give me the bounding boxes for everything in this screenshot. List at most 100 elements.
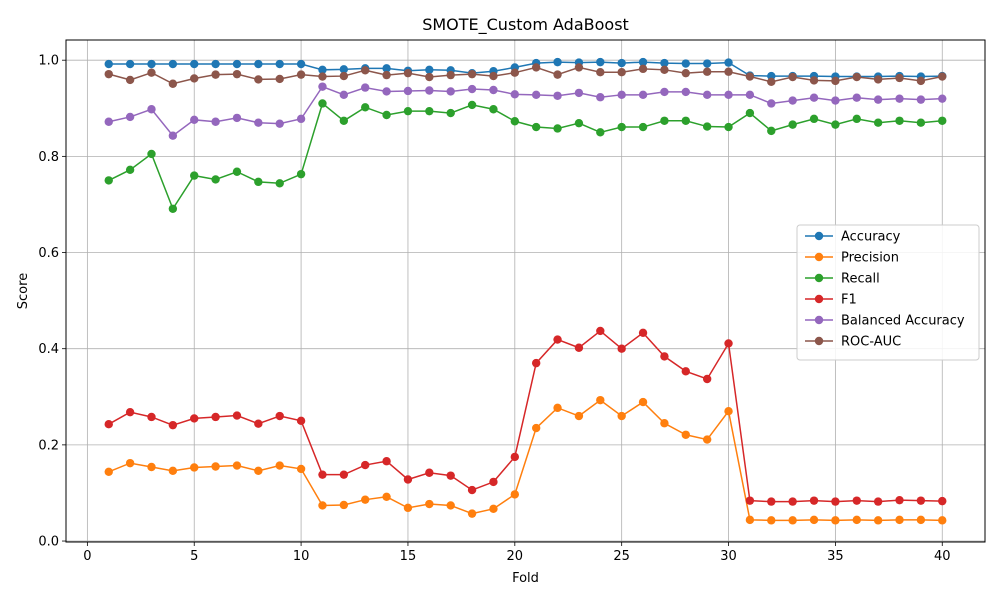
- data-point-recall: [702, 122, 712, 131]
- data-point-balanced-accuracy: [873, 95, 883, 104]
- data-point-recall: [339, 116, 349, 125]
- data-point-f1: [296, 416, 306, 426]
- legend-item-balanced-accuracy: Balanced Accuracy: [805, 314, 965, 329]
- data-point-recall: [467, 100, 477, 110]
- data-point-recall: [147, 149, 156, 159]
- data-point-accuracy: [296, 59, 306, 69]
- data-point-balanced-accuracy: [852, 93, 861, 102]
- data-point-recall: [425, 106, 434, 116]
- data-point-roc-auc: [852, 72, 861, 82]
- data-point-recall: [873, 118, 883, 127]
- data-point-precision: [296, 464, 306, 474]
- series-precision: [104, 395, 947, 525]
- data-point-roc-auc: [745, 72, 755, 81]
- data-point-recall: [895, 116, 904, 125]
- data-point-f1: [831, 497, 840, 506]
- legend-item-f1: F1: [805, 293, 857, 308]
- data-point-precision: [724, 407, 733, 416]
- data-point-precision: [125, 458, 135, 468]
- data-point-accuracy: [147, 59, 156, 69]
- data-point-f1: [745, 496, 755, 505]
- y-tick-label: 0.6: [38, 246, 59, 261]
- data-point-balanced-accuracy: [510, 90, 520, 99]
- data-point-f1: [403, 475, 413, 484]
- data-point-precision: [745, 515, 755, 525]
- data-point-roc-auc: [446, 70, 455, 80]
- x-tick-label: 10: [293, 549, 310, 564]
- data-point-f1: [104, 419, 113, 429]
- data-point-accuracy: [553, 57, 562, 67]
- data-point-precision: [382, 492, 391, 502]
- data-point-roc-auc: [574, 63, 584, 72]
- data-point-precision: [531, 423, 541, 433]
- data-point-f1: [147, 412, 156, 422]
- data-point-recall: [168, 204, 178, 213]
- data-point-recall: [788, 120, 797, 129]
- data-point-f1: [574, 343, 584, 352]
- data-point-recall: [724, 122, 733, 132]
- data-point-recall: [596, 128, 605, 137]
- data-point-roc-auc: [318, 72, 327, 81]
- x-tick-label: 0: [83, 549, 91, 564]
- legend-label: ROC-AUC: [841, 335, 901, 350]
- data-point-accuracy: [232, 59, 242, 69]
- data-point-balanced-accuracy: [489, 85, 498, 95]
- data-point-precision: [467, 509, 477, 518]
- data-point-f1: [510, 452, 520, 462]
- data-point-f1: [702, 374, 712, 384]
- data-point-recall: [767, 126, 776, 136]
- data-point-balanced-accuracy: [232, 113, 242, 123]
- data-point-precision: [788, 516, 797, 525]
- data-point-balanced-accuracy: [724, 90, 733, 100]
- data-point-precision: [190, 463, 199, 472]
- data-point-f1: [617, 344, 626, 353]
- data-point-recall: [489, 105, 498, 114]
- data-point-accuracy: [638, 57, 648, 67]
- data-point-balanced-accuracy: [745, 90, 755, 100]
- data-point-f1: [446, 471, 455, 480]
- data-point-precision: [147, 462, 156, 472]
- data-point-accuracy: [767, 71, 776, 81]
- data-point-precision: [425, 499, 434, 509]
- data-point-f1: [467, 485, 477, 495]
- data-point-roc-auc: [553, 70, 562, 79]
- series-balanced-accuracy: [104, 82, 947, 140]
- data-point-precision: [617, 411, 626, 421]
- y-tick-label: 0.8: [38, 150, 59, 165]
- data-point-balanced-accuracy: [702, 90, 712, 100]
- data-point-balanced-accuracy: [574, 88, 584, 98]
- data-point-accuracy: [339, 65, 349, 74]
- data-point-precision: [809, 515, 819, 525]
- data-point-balanced-accuracy: [938, 94, 947, 103]
- data-point-recall: [232, 167, 242, 176]
- data-point-roc-auc: [895, 73, 904, 83]
- data-point-accuracy: [125, 59, 135, 69]
- data-point-accuracy: [425, 65, 434, 75]
- data-point-precision: [895, 515, 904, 525]
- legend-item-precision: Precision: [805, 251, 899, 266]
- legend-swatch-marker: [814, 315, 824, 325]
- x-tick-label: 5: [190, 549, 198, 564]
- legend-swatch-marker: [814, 252, 824, 262]
- data-point-roc-auc: [467, 69, 477, 79]
- data-point-f1: [724, 339, 733, 348]
- data-point-balanced-accuracy: [104, 117, 113, 126]
- series-line-recall: [108, 102, 943, 211]
- data-point-precision: [489, 504, 498, 514]
- data-point-accuracy: [382, 64, 391, 73]
- data-point-balanced-accuracy: [446, 87, 455, 96]
- data-point-roc-auc: [596, 68, 605, 77]
- data-point-f1: [938, 496, 947, 506]
- data-point-recall: [531, 122, 541, 132]
- series-roc-auc: [104, 63, 947, 88]
- data-point-f1: [382, 457, 391, 466]
- y-tick-label: 0.4: [38, 342, 59, 357]
- x-tick-label: 35: [827, 549, 844, 564]
- data-point-balanced-accuracy: [809, 93, 819, 102]
- data-point-precision: [702, 435, 712, 444]
- data-point-recall: [745, 108, 755, 118]
- data-point-roc-auc: [916, 76, 926, 86]
- data-point-accuracy: [275, 59, 284, 69]
- data-point-precision: [339, 500, 349, 510]
- data-point-precision: [553, 403, 562, 413]
